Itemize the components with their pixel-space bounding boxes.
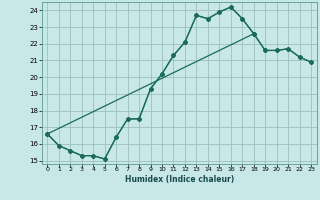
X-axis label: Humidex (Indice chaleur): Humidex (Indice chaleur)	[124, 175, 234, 184]
